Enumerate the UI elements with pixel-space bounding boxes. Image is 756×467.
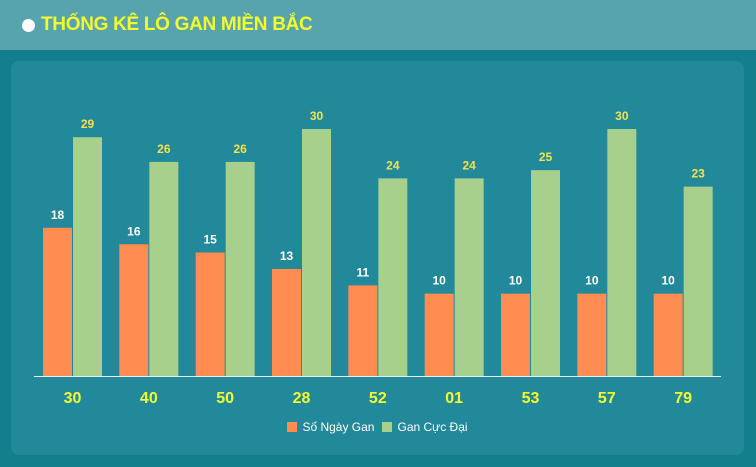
chart-panel: 18 29 30 16 26 40 15 26 50 13 30 28 11 24 52 10 24 01 10 25… bbox=[11, 61, 744, 455]
bar-so-ngay-gan-40[interactable] bbox=[119, 244, 149, 376]
category-label-57: 57 bbox=[598, 390, 616, 407]
bullet-icon bbox=[22, 18, 35, 32]
legend-label-gan-cuc-dai: Gan Cực Đại bbox=[397, 420, 468, 434]
value-label-so-ngay-gan-50: 15 bbox=[203, 233, 217, 247]
bar-gan-cuc-dai-01[interactable] bbox=[454, 178, 484, 376]
legend-swatch-so-ngay-gan bbox=[287, 422, 298, 432]
bar-so-ngay-gan-30[interactable] bbox=[43, 227, 72, 376]
bar-gan-cuc-dai-50[interactable] bbox=[225, 161, 255, 376]
bar-gan-cuc-dai-30[interactable] bbox=[73, 137, 102, 376]
legend-swatch-gan-cuc-dai bbox=[382, 422, 393, 432]
category-label-01: 01 bbox=[445, 390, 463, 407]
value-label-gan-cuc-dai-53: 25 bbox=[539, 150, 553, 164]
value-label-so-ngay-gan-30: 18 bbox=[51, 208, 65, 222]
bar-so-ngay-gan-28[interactable] bbox=[272, 268, 301, 376]
value-label-gan-cuc-dai-57: 30 bbox=[615, 109, 629, 123]
category-label-28: 28 bbox=[293, 390, 311, 407]
bar-so-ngay-gan-57[interactable] bbox=[577, 293, 607, 376]
category-label-53: 53 bbox=[522, 390, 540, 407]
bar-chart: 18 29 30 16 26 40 15 26 50 13 30 28 11 24 52 10 24 01 10 25… bbox=[34, 109, 721, 407]
bar-so-ngay-gan-52[interactable] bbox=[348, 285, 378, 376]
value-label-gan-cuc-dai-30: 29 bbox=[81, 117, 95, 131]
category-label-50: 50 bbox=[216, 390, 234, 407]
category-label-52: 52 bbox=[369, 390, 387, 407]
value-label-so-ngay-gan-53: 10 bbox=[509, 274, 523, 288]
value-label-so-ngay-gan-28: 13 bbox=[280, 249, 294, 263]
bar-gan-cuc-dai-52[interactable] bbox=[378, 178, 408, 376]
value-label-gan-cuc-dai-28: 30 bbox=[310, 109, 324, 123]
category-label-30: 30 bbox=[64, 390, 82, 407]
bar-gan-cuc-dai-28[interactable] bbox=[302, 129, 331, 376]
value-label-so-ngay-gan-79: 10 bbox=[661, 274, 675, 288]
page-title: THỐNG KÊ LÔ GAN MIỀN BẮC bbox=[41, 14, 313, 35]
bar-gan-cuc-dai-40[interactable] bbox=[149, 161, 179, 376]
value-label-gan-cuc-dai-40: 26 bbox=[157, 142, 171, 156]
category-label-79: 79 bbox=[674, 390, 692, 407]
bar-gan-cuc-dai-53[interactable] bbox=[531, 170, 560, 376]
value-label-gan-cuc-dai-52: 24 bbox=[386, 158, 400, 172]
bar-gan-cuc-dai-57[interactable] bbox=[607, 129, 637, 376]
bar-so-ngay-gan-01[interactable] bbox=[424, 293, 454, 376]
value-label-so-ngay-gan-52: 11 bbox=[356, 265, 369, 279]
value-label-so-ngay-gan-01: 10 bbox=[432, 274, 446, 288]
header-bar: THỐNG KÊ LÔ GAN MIỀN BẮC bbox=[0, 0, 756, 50]
bar-gan-cuc-dai-79[interactable] bbox=[683, 186, 713, 376]
value-label-gan-cuc-dai-50: 26 bbox=[233, 142, 247, 156]
bar-so-ngay-gan-79[interactable] bbox=[653, 293, 683, 376]
chart-legend: Số Ngày Gan Gan Cực Đại bbox=[11, 420, 744, 434]
value-label-gan-cuc-dai-79: 23 bbox=[691, 167, 705, 181]
value-label-so-ngay-gan-57: 10 bbox=[585, 274, 599, 288]
category-label-40: 40 bbox=[140, 390, 158, 407]
bar-so-ngay-gan-50[interactable] bbox=[195, 252, 225, 377]
legend-item-gan-cuc-dai[interactable]: Gan Cực Đại bbox=[382, 420, 468, 434]
value-label-gan-cuc-dai-01: 24 bbox=[462, 158, 476, 172]
legend-label-so-ngay-gan: Số Ngày Gan bbox=[302, 420, 375, 434]
value-label-so-ngay-gan-40: 16 bbox=[127, 224, 141, 238]
legend-item-so-ngay-gan[interactable]: Số Ngày Gan bbox=[287, 420, 374, 434]
bar-so-ngay-gan-53[interactable] bbox=[501, 293, 530, 376]
